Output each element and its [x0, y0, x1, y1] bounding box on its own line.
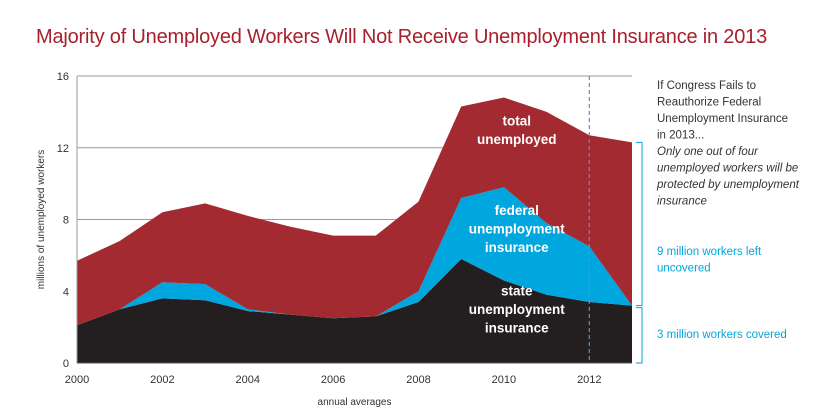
x-axis-label: annual averages [318, 397, 392, 408]
series-label: unemployment [469, 302, 566, 317]
annotation-heading: Unemployment Insurance [657, 113, 788, 125]
annotation-heading: Reauthorize Federal [657, 97, 761, 109]
chart-title: Majority of Unemployed Workers Will Not … [36, 26, 768, 48]
series-area-1 [77, 187, 632, 326]
y-axis-label: millions of unemployed workers [36, 150, 47, 290]
series-label: insurance [485, 321, 549, 336]
x-tick-label: 2002 [150, 374, 174, 386]
annotation-uncovered: 9 million workers left [657, 246, 762, 258]
annotation-covered: 3 million workers covered [657, 329, 787, 341]
x-tick-label: 2010 [492, 374, 516, 386]
series-label: unemployed [477, 132, 557, 147]
y-tick-label: 4 [63, 286, 69, 298]
x-tick-label: 2008 [406, 374, 430, 386]
annotation-italic: Only one out of four [657, 146, 759, 158]
x-tick-label: 2012 [577, 374, 601, 386]
y-tick-label: 0 [63, 358, 69, 370]
series-label: state [501, 284, 533, 299]
annotation-italic: unemployed workers will be [657, 163, 798, 175]
annotation-heading: in 2013... [657, 130, 704, 142]
series-label: unemployment [469, 221, 566, 236]
x-tick-label: 2006 [321, 374, 345, 386]
y-tick-label: 12 [57, 143, 69, 155]
y-tick-label: 8 [63, 215, 69, 227]
x-tick-label: 2004 [236, 374, 260, 386]
annotation-italic: protected by unemployment [656, 179, 800, 191]
series-label: insurance [485, 240, 549, 255]
series-area-2 [77, 97, 632, 326]
bracket-uncovered [636, 141, 643, 307]
series-label: total [502, 114, 531, 129]
annotation-heading: If Congress Fails to [657, 80, 756, 92]
series-area-0 [77, 259, 632, 363]
annotation-italic: insurance [657, 196, 707, 208]
annotation-uncovered: uncovered [657, 263, 711, 275]
y-tick-label: 16 [57, 71, 69, 83]
series-label: federal [495, 203, 539, 218]
bracket-covered [636, 307, 643, 364]
x-tick-label: 2000 [65, 374, 89, 386]
